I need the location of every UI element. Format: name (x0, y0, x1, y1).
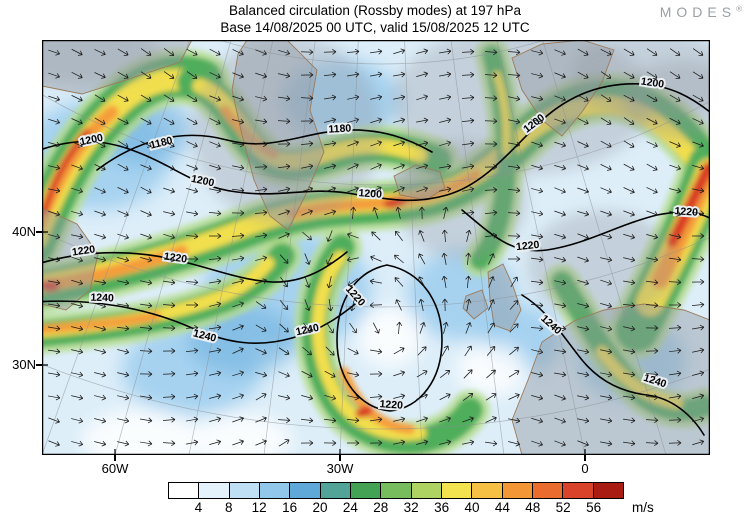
colorbar-cell (472, 483, 503, 498)
colorbar-tick-label: 4 (194, 500, 203, 515)
lon-label-30w: 30W (326, 461, 354, 476)
map-canvas: 1180 1180 1200 1200 1200 1200 1200 1220 1220 1220… (42, 40, 710, 455)
svg-text:1200: 1200 (358, 187, 382, 201)
colorbar-cell (259, 483, 291, 498)
colorbar-ticks: 4 8 12 16 20 24 28 32 36 40 44 48 52 56 (168, 500, 624, 516)
axis-tick (584, 455, 586, 461)
colorbar-cell (411, 483, 442, 498)
axis-tick (339, 455, 341, 461)
lon-label-60w: 60W (101, 461, 129, 476)
axis-tick (36, 364, 42, 366)
colorbar-tick-label: 16 (282, 500, 298, 515)
svg-text:1220: 1220 (515, 239, 540, 253)
colorbar-cell (563, 483, 594, 498)
lon-label-0: 0 (581, 461, 589, 476)
colorbar-cell (290, 483, 321, 498)
colorbar-tick-label: 44 (494, 500, 510, 515)
svg-text:1200: 1200 (640, 75, 665, 90)
colorbar-tick-label: 36 (434, 500, 450, 515)
svg-text:1220: 1220 (71, 243, 96, 258)
colorbar-tick-label: 52 (555, 500, 571, 515)
svg-text:1220: 1220 (163, 250, 188, 265)
lat-label-30n: 30N (12, 357, 36, 372)
colorbar-cell (381, 483, 412, 498)
colorbar (168, 482, 624, 499)
colorbar-tick-label: 8 (225, 500, 233, 515)
svg-text:1180: 1180 (328, 122, 352, 135)
colorbar-cell (350, 483, 382, 498)
axis-tick (36, 231, 42, 233)
colorbar-tick-label: 20 (312, 500, 328, 515)
colorbar-cell (532, 483, 564, 498)
colorbar-cell (169, 483, 200, 498)
colorbar-tick-label: 48 (525, 500, 541, 515)
lat-label-40n: 40N (12, 224, 36, 239)
colorbar-tick-label: 40 (464, 500, 480, 515)
svg-text:1220: 1220 (674, 205, 698, 219)
colorbar-tick-label: 28 (373, 500, 389, 515)
svg-text:1240: 1240 (295, 322, 320, 339)
colorbar-tick-label: 32 (403, 500, 419, 515)
colorbar-cell (593, 483, 623, 498)
colorbar-cell (502, 483, 533, 498)
svg-text:1220: 1220 (379, 398, 403, 412)
svg-text:1240: 1240 (90, 292, 114, 305)
colorbar-unit: m/s (632, 500, 654, 515)
colorbar-cell (320, 483, 351, 498)
modes-logo-text: MODES (659, 4, 737, 20)
colorbar-tick-label: 12 (251, 500, 267, 515)
modes-logo: MODES® (660, 4, 742, 20)
chart-title: Balanced circulation (Rossby modes) at 1… (229, 3, 521, 18)
colorbar-cell (229, 483, 260, 498)
chart-subtitle: Base 14/08/2025 00 UTC, valid 15/08/2025… (220, 20, 530, 35)
colorbar-cell (441, 483, 473, 498)
axis-tick (114, 455, 116, 461)
colorbar-cell (199, 483, 230, 498)
registered-mark-icon: ® (736, 4, 742, 14)
colorbar-tick-label: 56 (586, 500, 602, 515)
colorbar-tick-label: 24 (342, 500, 358, 515)
